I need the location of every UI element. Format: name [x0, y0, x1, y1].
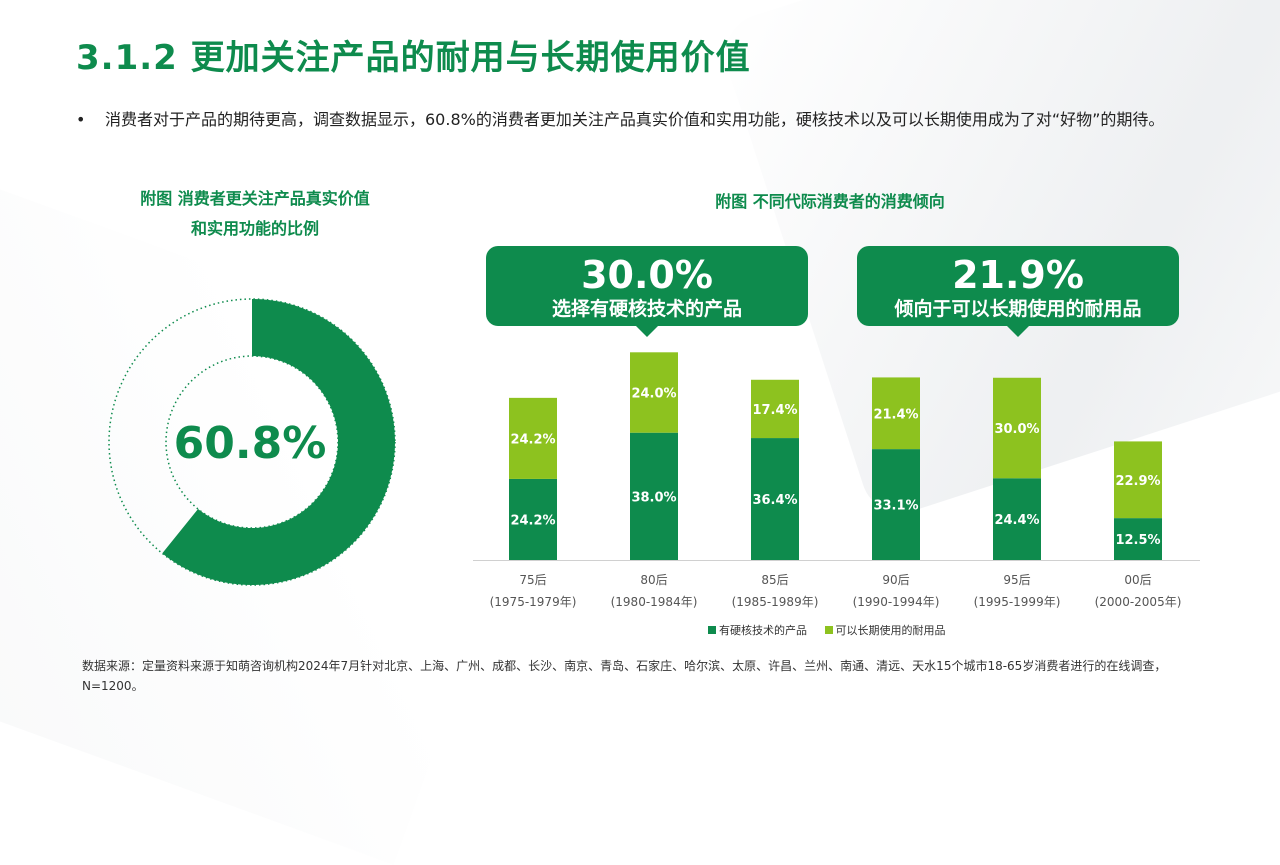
bar-label-0-4: 24.4% [994, 513, 1039, 528]
callout-hardcore-tech: 30.0% 选择有硬核技术的产品 [486, 246, 808, 337]
x-tick-sublabel-0: (1975-1979年) [490, 595, 577, 609]
bar-label-1-5: 22.9% [1115, 474, 1160, 489]
x-tick-sublabel-3: (1990-1994年) [853, 595, 940, 609]
callout-description: 选择有硬核技术的产品 [551, 298, 742, 320]
bar-label-1-2: 17.4% [752, 403, 797, 418]
x-tick-label-5: 00后 [1124, 573, 1151, 587]
bar-1-5 [1114, 441, 1162, 519]
bar-label-1-0: 24.2% [510, 432, 555, 447]
legend-label: 有硬核技术的产品 [719, 624, 807, 637]
bar-label-1-3: 21.4% [873, 407, 918, 422]
x-tick-label-0: 75后 [519, 573, 546, 587]
bar-label-0-1: 38.0% [631, 490, 676, 505]
figure1-title: 附图 消费者更关注产品真实价值 和实用功能的比例 [100, 184, 410, 244]
x-tick-label-4: 95后 [1003, 573, 1030, 587]
bullet-marker: • [76, 110, 86, 129]
bar-0-4 [993, 478, 1041, 560]
bar-1-2 [751, 379, 799, 439]
callout-value: 30.0% [581, 253, 713, 297]
bar-label-1-4: 30.0% [994, 422, 1039, 437]
x-tick-label-3: 90后 [882, 573, 909, 587]
x-tick-label-2: 85后 [761, 573, 788, 587]
figure1-title-line2: 和实用功能的比例 [190, 219, 319, 238]
bar-1-1 [630, 352, 678, 433]
bar-0-5 [1114, 518, 1162, 560]
bar-1-4 [993, 377, 1041, 479]
donut-center-label: 60.8% [174, 418, 327, 469]
bar-1-0 [509, 397, 557, 479]
bar-0-1 [630, 432, 678, 560]
bar-label-0-0: 24.2% [510, 513, 555, 528]
page-title: 3.1.2 更加关注产品的耐用与长期使用价值 [76, 38, 751, 78]
figure2-title: 附图 不同代际消费者的消费倾向 [715, 192, 945, 211]
intro-paragraph: • 消费者对于产品的期待更高，调查数据显示，60.8%的消费者更加关注产品真实价… [76, 106, 1226, 134]
x-tick-sublabel-2: (1985-1989年) [732, 595, 819, 609]
legend-item: 可以长期使用的耐用品 [824, 622, 946, 638]
callout-durable-goods: 21.9% 倾向于可以长期使用的耐用品 [857, 246, 1179, 337]
bar-label-0-2: 36.4% [752, 493, 797, 508]
legend-swatch [708, 626, 716, 634]
x-tick-sublabel-1: (1980-1984年) [611, 595, 698, 609]
data-source-note: 数据来源：定量资料来源于知萌咨询机构2024年7月针对北京、上海、广州、成都、长… [82, 659, 1167, 693]
callout-value: 21.9% [952, 253, 1084, 297]
figure1-title-line1: 附图 消费者更关注产品真实价值 [140, 189, 370, 208]
legend-swatch [824, 626, 833, 634]
bar-legend: 有硬核技术的产品 可以长期使用的耐用品 [708, 622, 960, 638]
bar-label-0-5: 12.5% [1115, 533, 1160, 548]
intro-text: 消费者对于产品的期待更高，调查数据显示，60.8%的消费者更加关注产品真实价值和… [105, 110, 1165, 129]
x-tick-sublabel-4: (1995-1999年) [974, 595, 1061, 609]
bar-1-3 [872, 377, 920, 450]
callout-description: 倾向于可以长期使用的耐用品 [894, 298, 1142, 320]
legend-item: 有硬核技术的产品 [708, 622, 807, 638]
bar-0-0 [509, 478, 557, 560]
x-tick-sublabel-5: (2000-2005年) [1095, 595, 1182, 609]
charts-canvas: 60.8% 24.2% 24.2% 75后 (1975-1979年) 38.0% 24.0%… [108, 298, 1200, 609]
bar-0-3 [872, 449, 920, 560]
bar-0-2 [751, 438, 799, 560]
legend-label: 可以长期使用的耐用品 [835, 624, 946, 637]
x-tick-label-1: 80后 [640, 573, 667, 587]
donut-slice-0 [162, 299, 395, 585]
bar-label-1-1: 24.0% [631, 387, 676, 402]
bar-label-0-3: 33.1% [873, 499, 918, 514]
